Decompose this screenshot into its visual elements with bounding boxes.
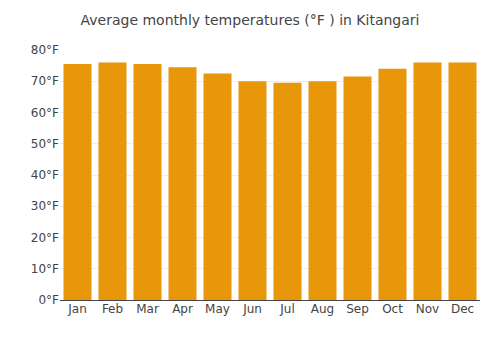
svg-text:Feb: Feb [102,302,123,316]
svg-text:Jul: Jul [279,302,294,316]
svg-text:70°F: 70°F [31,74,59,88]
svg-text:Jun: Jun [242,302,262,316]
svg-text:0°F: 0°F [38,293,59,307]
svg-text:30°F: 30°F [31,199,59,213]
svg-text:Oct: Oct [382,302,403,316]
svg-text:Average monthly temperatures (: Average monthly temperatures (°F ) in Ki… [81,12,420,28]
svg-text:Aug: Aug [311,302,334,316]
svg-text:Dec: Dec [451,302,474,316]
svg-text:Mar: Mar [136,302,159,316]
svg-text:Sep: Sep [346,302,369,316]
svg-text:80°F: 80°F [31,43,59,57]
svg-text:Jan: Jan [67,302,87,316]
svg-text:50°F: 50°F [31,137,59,151]
svg-text:Apr: Apr [172,302,193,316]
svg-text:Nov: Nov [416,302,439,316]
svg-text:May: May [205,302,230,316]
svg-text:60°F: 60°F [31,106,59,120]
svg-text:10°F: 10°F [31,262,59,276]
svg-text:40°F: 40°F [31,168,59,182]
svg-text:20°F: 20°F [31,231,59,245]
